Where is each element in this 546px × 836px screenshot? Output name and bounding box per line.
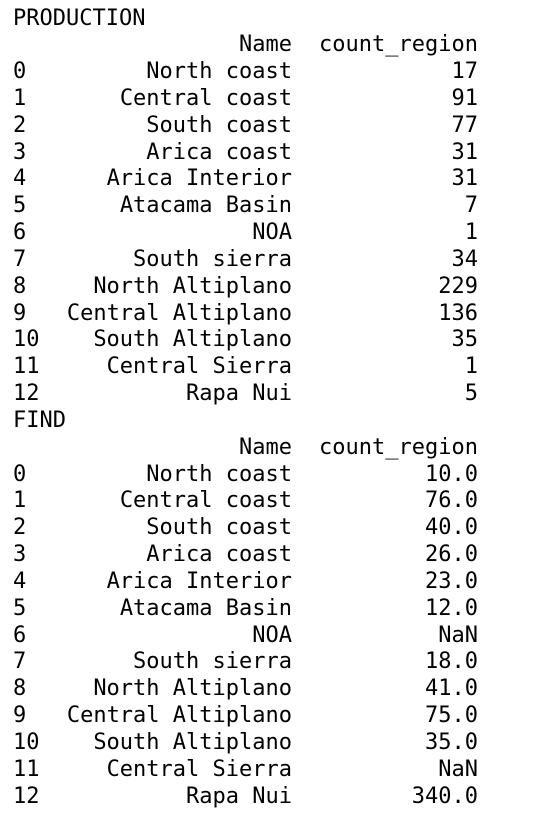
name-cell: South coast [146, 112, 292, 138]
row-index: 2 [13, 515, 27, 541]
column-header: Name [239, 434, 292, 460]
count-cell: 35 [451, 327, 479, 353]
column-header: Name [239, 32, 292, 58]
row-index: 3 [13, 542, 27, 568]
column-header: count_region [319, 32, 478, 58]
name-cell: Rapa Nui [186, 783, 292, 809]
count-cell: NaN [438, 622, 478, 648]
count-cell: 76.0 [425, 488, 478, 514]
count-cell: 18.0 [425, 649, 478, 675]
row-index: 7 [13, 246, 27, 272]
row-index: 9 [13, 703, 27, 729]
row-index: 12 [13, 381, 40, 407]
count-cell: 136 [438, 300, 478, 326]
row-index: 11 [13, 756, 40, 782]
name-cell: North Altiplano [93, 676, 292, 702]
count-cell: 12.0 [425, 595, 478, 621]
count-cell: 340.0 [411, 783, 478, 809]
row-index: 3 [13, 139, 27, 165]
name-cell: Central Sierra [106, 354, 292, 380]
row-index: 2 [13, 112, 27, 138]
row-index: 5 [13, 595, 27, 621]
row-index: 1 [13, 488, 27, 514]
row-index: 8 [13, 273, 27, 299]
count-cell: NaN [438, 756, 478, 782]
section-title: PRODUCTION [13, 5, 146, 31]
name-cell: Atacama Basin [119, 193, 292, 219]
row-index: 0 [13, 59, 27, 85]
count-cell: 31 [451, 139, 479, 165]
count-cell: 23.0 [425, 568, 478, 594]
row-index: 8 [13, 676, 27, 702]
row-index: 6 [13, 622, 27, 648]
name-cell: Arica Interior [106, 568, 292, 594]
row-index: 12 [13, 783, 40, 809]
count-cell: 31 [451, 166, 479, 192]
count-cell: 26.0 [425, 542, 478, 568]
name-cell: Central coast [119, 488, 292, 514]
name-cell: South coast [146, 515, 292, 541]
count-cell: 5 [464, 381, 478, 407]
row-index: 10 [13, 327, 40, 353]
count-cell: 77 [451, 112, 479, 138]
count-cell: 17 [451, 59, 479, 85]
row-index: 10 [13, 729, 40, 755]
count-cell: 41.0 [425, 676, 478, 702]
count-cell: 34 [451, 246, 479, 272]
name-cell: North Altiplano [93, 273, 292, 299]
count-cell: 1 [464, 220, 478, 246]
name-cell: North coast [146, 461, 292, 487]
name-cell: Arica coast [146, 139, 292, 165]
count-cell: 1 [464, 354, 478, 380]
row-index: 4 [13, 166, 27, 192]
count-cell: 75.0 [425, 703, 478, 729]
name-cell: NOA [252, 220, 292, 246]
row-index: 7 [13, 649, 27, 675]
name-cell: Arica Interior [106, 166, 292, 192]
row-index: 5 [13, 193, 27, 219]
name-cell: Rapa Nui [186, 381, 292, 407]
column-header: count_region [319, 434, 478, 460]
count-cell: 229 [438, 273, 478, 299]
name-cell: Arica coast [146, 542, 292, 568]
name-cell: NOA [252, 622, 292, 648]
name-cell: South sierra [133, 246, 292, 272]
row-index: 6 [13, 220, 27, 246]
count-cell: 7 [464, 193, 478, 219]
name-cell: Central coast [119, 85, 292, 111]
name-cell: Central Altiplano [66, 703, 292, 729]
name-cell: Atacama Basin [119, 595, 292, 621]
count-cell: 40.0 [425, 515, 478, 541]
row-index: 0 [13, 461, 27, 487]
name-cell: North coast [146, 59, 292, 85]
name-cell: South Altiplano [93, 327, 292, 353]
name-cell: Central Altiplano [66, 300, 292, 326]
name-cell: South sierra [133, 649, 292, 675]
row-index: 11 [13, 354, 40, 380]
count-cell: 35.0 [425, 729, 478, 755]
row-index: 9 [13, 300, 27, 326]
name-cell: South Altiplano [93, 729, 292, 755]
row-index: 1 [13, 85, 27, 111]
count-cell: 10.0 [425, 461, 478, 487]
section-title: FIND [13, 407, 66, 433]
row-index: 4 [13, 568, 27, 594]
name-cell: Central Sierra [106, 756, 292, 782]
count-cell: 91 [451, 85, 479, 111]
